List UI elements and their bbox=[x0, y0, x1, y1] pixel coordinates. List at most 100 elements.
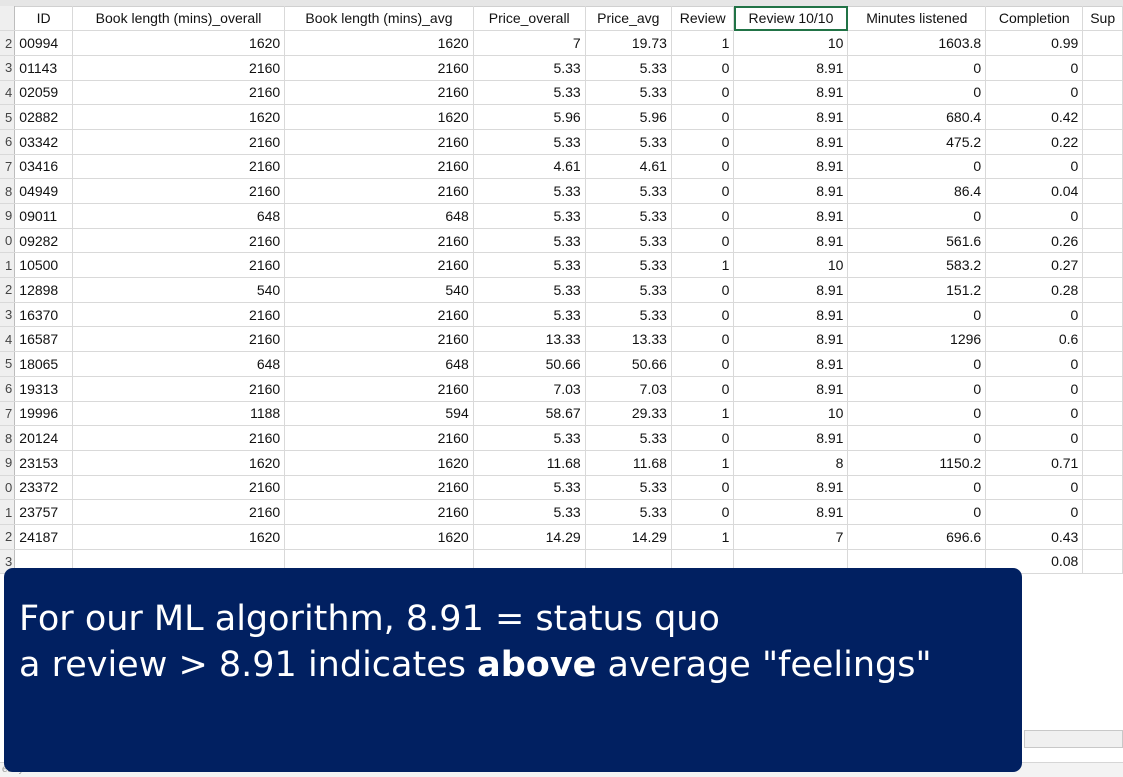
table-cell[interactable]: 680.4 bbox=[847, 104, 987, 130]
table-cell[interactable]: 0 bbox=[847, 55, 987, 81]
table-cell[interactable]: 2160 bbox=[284, 376, 474, 402]
table-cell[interactable] bbox=[1082, 326, 1123, 353]
table-cell[interactable]: 13.33 bbox=[473, 326, 586, 353]
table-cell[interactable]: 5.33 bbox=[473, 499, 586, 525]
table-cell[interactable]: 8 bbox=[733, 450, 849, 476]
table-cell[interactable]: 5.33 bbox=[585, 277, 672, 303]
table-cell[interactable]: 2160 bbox=[72, 228, 286, 254]
table-cell[interactable]: 2160 bbox=[284, 499, 474, 525]
table-cell[interactable]: 7 bbox=[733, 524, 849, 550]
table-cell[interactable]: 8.91 bbox=[733, 228, 849, 254]
table-cell[interactable]: 0 bbox=[847, 203, 987, 229]
table-cell[interactable]: 8.91 bbox=[733, 55, 849, 81]
table-cell[interactable]: 5.33 bbox=[473, 228, 586, 254]
table-cell[interactable]: 50.66 bbox=[585, 351, 672, 377]
table-cell[interactable]: 561.6 bbox=[847, 228, 987, 254]
table-cell[interactable]: 24187 bbox=[14, 524, 73, 550]
table-cell[interactable] bbox=[1082, 30, 1123, 56]
table-cell[interactable]: 2160 bbox=[72, 252, 286, 279]
table-cell[interactable]: 0 bbox=[847, 499, 987, 525]
table-cell[interactable]: 1 bbox=[671, 30, 735, 56]
table-cell[interactable]: 29.33 bbox=[585, 401, 672, 427]
table-cell[interactable]: 5.33 bbox=[585, 55, 672, 81]
column-header-cell[interactable]: Price_overall bbox=[473, 6, 586, 32]
column-header-cell[interactable]: Minutes listened bbox=[847, 6, 987, 32]
table-cell[interactable] bbox=[1082, 203, 1123, 229]
row-number[interactable]: 5 bbox=[0, 104, 16, 130]
table-cell[interactable]: 14.29 bbox=[585, 524, 672, 550]
table-cell[interactable]: 5.33 bbox=[473, 252, 586, 279]
row-number[interactable]: 4 bbox=[0, 326, 16, 353]
table-cell[interactable]: 0.6 bbox=[985, 326, 1084, 353]
table-cell[interactable]: 02059 bbox=[14, 80, 73, 106]
row-number[interactable]: 4 bbox=[0, 80, 16, 106]
table-cell[interactable]: 11.68 bbox=[585, 450, 672, 476]
table-cell[interactable]: 11.68 bbox=[473, 450, 586, 476]
table-cell[interactable]: 16587 bbox=[14, 326, 73, 353]
table-cell[interactable]: 1620 bbox=[284, 104, 474, 130]
table-cell[interactable]: 0 bbox=[671, 104, 735, 130]
table-cell[interactable]: 0 bbox=[847, 80, 987, 106]
table-cell[interactable]: 1620 bbox=[284, 450, 474, 476]
table-cell[interactable]: 648 bbox=[284, 203, 474, 229]
table-cell[interactable]: 10 bbox=[733, 252, 849, 279]
table-cell[interactable]: 2160 bbox=[284, 228, 474, 254]
table-cell[interactable]: 0 bbox=[671, 203, 735, 229]
table-cell[interactable]: 2160 bbox=[72, 55, 286, 81]
table-cell[interactable]: 5.33 bbox=[473, 475, 586, 501]
table-cell[interactable] bbox=[1082, 351, 1123, 377]
table-cell[interactable]: 18065 bbox=[14, 351, 73, 377]
column-header-cell[interactable]: Price_avg bbox=[585, 6, 672, 32]
table-cell[interactable] bbox=[1082, 154, 1123, 180]
table-cell[interactable]: 0.26 bbox=[985, 228, 1084, 254]
table-cell[interactable]: 1620 bbox=[72, 104, 286, 130]
table-cell[interactable]: 5.33 bbox=[473, 425, 586, 451]
row-number[interactable]: 8 bbox=[0, 425, 16, 451]
table-cell[interactable]: 0 bbox=[985, 203, 1084, 229]
table-cell[interactable]: 2160 bbox=[284, 154, 474, 180]
table-cell[interactable]: 0 bbox=[847, 401, 987, 427]
table-cell[interactable]: 5.33 bbox=[473, 129, 586, 155]
table-cell[interactable]: 5.33 bbox=[473, 302, 586, 328]
table-cell[interactable]: 5.33 bbox=[473, 80, 586, 106]
table-cell[interactable]: 1620 bbox=[284, 30, 474, 56]
table-cell[interactable]: 7.03 bbox=[473, 376, 586, 402]
table-cell[interactable]: 13.33 bbox=[585, 326, 672, 353]
table-cell[interactable]: 2160 bbox=[72, 376, 286, 402]
table-cell[interactable]: 5.33 bbox=[585, 178, 672, 204]
column-header-cell[interactable]: Book length (mins)_overall bbox=[72, 6, 286, 32]
table-cell[interactable]: 09282 bbox=[14, 228, 73, 254]
table-cell[interactable]: 8.91 bbox=[733, 277, 849, 303]
table-cell[interactable] bbox=[1082, 302, 1123, 328]
table-cell[interactable]: 5.33 bbox=[585, 302, 672, 328]
table-cell[interactable]: 04949 bbox=[14, 178, 73, 204]
table-cell[interactable]: 5.33 bbox=[473, 277, 586, 303]
table-cell[interactable]: 2160 bbox=[72, 178, 286, 204]
table-cell[interactable]: 0 bbox=[847, 376, 987, 402]
table-cell[interactable] bbox=[1082, 129, 1123, 155]
column-header-cell[interactable]: Review 10/10 bbox=[733, 6, 849, 32]
row-number[interactable]: 7 bbox=[0, 401, 16, 427]
row-number[interactable] bbox=[0, 6, 16, 32]
table-cell[interactable]: 2160 bbox=[72, 80, 286, 106]
table-cell[interactable]: 5.33 bbox=[585, 499, 672, 525]
table-cell[interactable]: 7 bbox=[473, 30, 586, 56]
table-cell[interactable]: 0 bbox=[671, 154, 735, 180]
table-cell[interactable]: 10 bbox=[733, 30, 849, 56]
row-number[interactable]: 0 bbox=[0, 475, 16, 501]
table-cell[interactable]: 648 bbox=[284, 351, 474, 377]
table-cell[interactable]: 8.91 bbox=[733, 326, 849, 353]
table-cell[interactable] bbox=[1082, 104, 1123, 130]
table-cell[interactable]: 19.73 bbox=[585, 30, 672, 56]
table-cell[interactable]: 5.33 bbox=[585, 203, 672, 229]
table-cell[interactable]: 2160 bbox=[284, 302, 474, 328]
table-cell[interactable]: 5.33 bbox=[585, 129, 672, 155]
table-cell[interactable] bbox=[1082, 524, 1123, 550]
row-number[interactable]: 2 bbox=[0, 277, 16, 303]
table-cell[interactable]: 0 bbox=[671, 425, 735, 451]
table-cell[interactable]: 5.33 bbox=[473, 203, 586, 229]
table-cell[interactable]: 0 bbox=[671, 228, 735, 254]
table-cell[interactable]: 8.91 bbox=[733, 425, 849, 451]
table-cell[interactable]: 2160 bbox=[284, 55, 474, 81]
table-cell[interactable]: 0 bbox=[847, 425, 987, 451]
